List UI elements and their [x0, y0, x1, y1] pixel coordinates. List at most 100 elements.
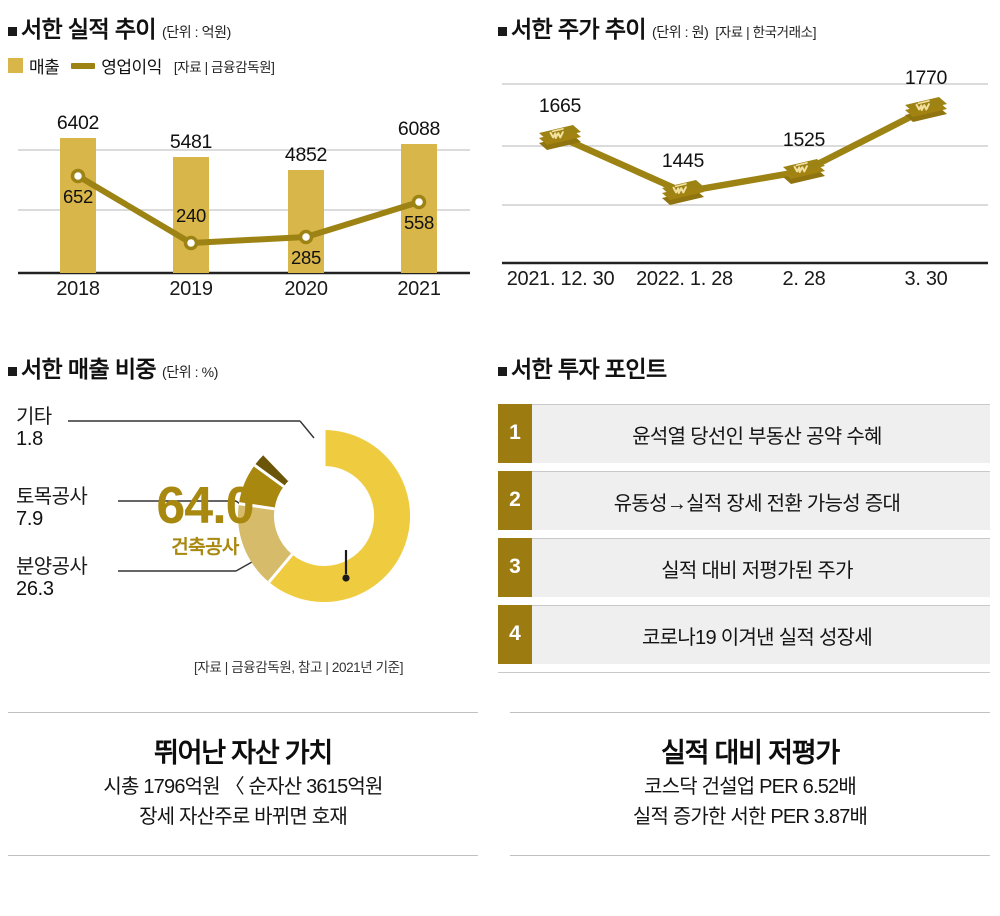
price-line [556, 105, 930, 196]
xaxis-date-4: 3. 30 [904, 268, 948, 290]
investment-panel: 서한 투자 포인트 1 윤석열 당선인 부동산 공약 수혜 2 유동성→실적 장… [498, 350, 990, 673]
square-bullet-icon [8, 27, 17, 36]
slice-pct-토목공사: 7.9 [16, 508, 43, 531]
xaxis-date-3: 2. 28 [782, 268, 826, 290]
donut-slice-기타 [254, 454, 290, 487]
slice-pct-기타: 1.8 [16, 428, 43, 451]
investment-header: 서한 투자 포인트 [498, 350, 990, 384]
points-bottom-divider [498, 672, 990, 673]
revenue-mix-unit: (단위 : %) [161, 364, 218, 380]
performance-chart: 6402 5481 4852 6088 652 240 285 558 2018… [8, 90, 478, 300]
investment-points-list: 1 윤석열 당선인 부동산 공약 수혜 2 유동성→실적 장세 전환 가능성 증… [498, 403, 990, 673]
point-number-1: 1 [498, 403, 532, 463]
square-bullet-icon [498, 27, 507, 36]
point-number-3: 3 [498, 537, 532, 597]
square-bullet-icon [8, 367, 17, 376]
footer-left-line1: 시총 1796억원 〈 순자산 3615억원 [103, 775, 383, 798]
leader-line-sale-2 [235, 561, 253, 572]
xaxis-2020: 2020 [284, 278, 328, 300]
bar-2018 [60, 138, 96, 273]
donut-slice-분양공사 [238, 503, 293, 583]
bar-value-2019: 5481 [169, 131, 213, 153]
performance-legend: 매출 영업이익 [자료 | 금융감독원] [8, 53, 478, 78]
point-number-2: 2 [498, 470, 532, 530]
profit-line [75, 173, 422, 246]
footer-right-title: 실적 대비 저평가 [660, 738, 840, 768]
money-stack-icon-4 [904, 96, 948, 123]
footer-right-line2: 실적 증가한 서한 PER 3.87배 [632, 805, 868, 828]
revenue-mix-source: [자료 | 금융감독원, 참고 | 2021년 기준] [194, 660, 404, 675]
point-text-2: 유동성→실적 장세 전환 가능성 증대 [613, 492, 901, 515]
investment-point-row-4[interactable]: 4 코로나19 이겨낸 실적 성장세 [498, 604, 990, 664]
price-value-3: 1525 [782, 129, 826, 151]
donut-segments [238, 430, 411, 602]
slice-label-토목공사: 토목공사 7.9 [16, 486, 88, 531]
xaxis-date-1: 2021. 12. 30 [506, 268, 615, 290]
donut-gap [238, 502, 275, 511]
legend-bar-label: 매출 [29, 58, 60, 77]
footer-right: 실적 대비 저평가 코스닥 건설업 PER 6.52배 실적 증가한 서한 PE… [510, 712, 990, 856]
revenue-mix-title: 서한 매출 비중 [21, 356, 157, 382]
stock-panel: 서한 주가 추이 (단위 : 원) [자료 | 한국거래소] [498, 10, 993, 314]
revenue-mix-panel: 서한 매출 비중 (단위 : %) [8, 350, 486, 680]
legend-line-swatch-icon [71, 62, 96, 69]
slice-label-기타: 기타 1.8 [16, 406, 52, 451]
xaxis-date-2: 2022. 1. 28 [636, 268, 733, 290]
bar-2019 [173, 157, 209, 273]
point-text-4: 코로나19 이겨낸 실적 성장세 [641, 626, 873, 649]
profit-value-2018: 652 [63, 186, 93, 207]
price-value-4: 1770 [904, 67, 948, 89]
profit-point-2018 [70, 168, 86, 184]
donut-slice-토목공사 [238, 465, 284, 509]
bar-2020 [288, 170, 324, 273]
revenue-mix-header: 서한 매출 비중 (단위 : %) [8, 350, 486, 384]
investment-point-row-1[interactable]: 1 윤석열 당선인 부동산 공약 수혜 [498, 403, 990, 463]
point-text-3: 실적 대비 저평가된 주가 [661, 559, 853, 582]
xaxis-2018: 2018 [56, 278, 100, 300]
footer-left-line2: 장세 자산주로 바뀌면 호재 [139, 805, 348, 828]
point-number-4: 4 [498, 604, 532, 664]
performance-source: [자료 | 금융감독원] [173, 59, 275, 75]
profit-value-2020: 285 [291, 247, 321, 268]
bar-value-2020: 4852 [284, 144, 328, 166]
performance-title: 서한 실적 추이 [21, 16, 157, 42]
stock-chart-svg [502, 83, 988, 265]
investment-title: 서한 투자 포인트 [511, 356, 667, 382]
slice-label-분양공사: 분양공사 26.3 [16, 556, 88, 601]
stock-price-chart: 1665 1445 1525 1770 2021. 12. 30 2022. 1… [498, 66, 993, 314]
footer-right-line1: 코스닥 건설업 PER 6.52배 [644, 775, 857, 798]
donut-svg [68, 420, 411, 602]
stock-title: 서한 주가 추이 [511, 16, 647, 42]
money-stack-icon-3 [782, 158, 826, 185]
legend-line-label: 영업이익 [101, 58, 162, 77]
bar-value-2021: 6088 [397, 118, 441, 140]
legend-bar-swatch-icon [8, 58, 23, 73]
donut-gap [253, 463, 285, 488]
footer-left: 뛰어난 자산 가치 시총 1796억원 〈 순자산 3615억원 장세 자산주로… [8, 712, 478, 856]
profit-value-2021: 558 [404, 212, 434, 233]
profit-value-2019: 240 [176, 205, 206, 226]
point-text-1: 윤석열 당선인 부동산 공약 수혜 [632, 425, 882, 448]
profit-point-2021 [411, 194, 427, 210]
donut-gap [263, 453, 291, 482]
investment-point-row-2[interactable]: 2 유동성→실적 장세 전환 가능성 증대 [498, 470, 990, 530]
stock-source: [자료 | 한국거래소] [715, 25, 817, 40]
slice-pct-분양공사: 26.3 [16, 578, 54, 601]
profit-point-2020 [298, 229, 314, 245]
slice-name-토목공사: 토목공사 [16, 486, 88, 508]
price-value-2: 1445 [661, 150, 705, 172]
square-bullet-icon [498, 367, 507, 376]
performance-unit: (단위 : 억원) [161, 24, 231, 40]
slice-name-기타: 기타 [16, 406, 52, 428]
profit-point-2019 [183, 235, 199, 251]
revenue-mix-donut: 64.0 건축공사 기타 1.8 토목공사 7.9 분양공사 26.3 [8, 386, 486, 646]
footer-left-title: 뛰어난 자산 가치 [153, 738, 333, 768]
stock-header: 서한 주가 추이 (단위 : 원) [자료 | 한국거래소] [498, 10, 993, 44]
xaxis-2021: 2021 [397, 278, 441, 300]
donut-slice-건축공사 [269, 430, 411, 602]
leader-line-other-2 [299, 420, 315, 439]
investment-point-row-3[interactable]: 3 실적 대비 저평가된 주가 [498, 537, 990, 597]
performance-chart-svg [18, 138, 470, 275]
bar-value-2018: 6402 [56, 112, 100, 134]
